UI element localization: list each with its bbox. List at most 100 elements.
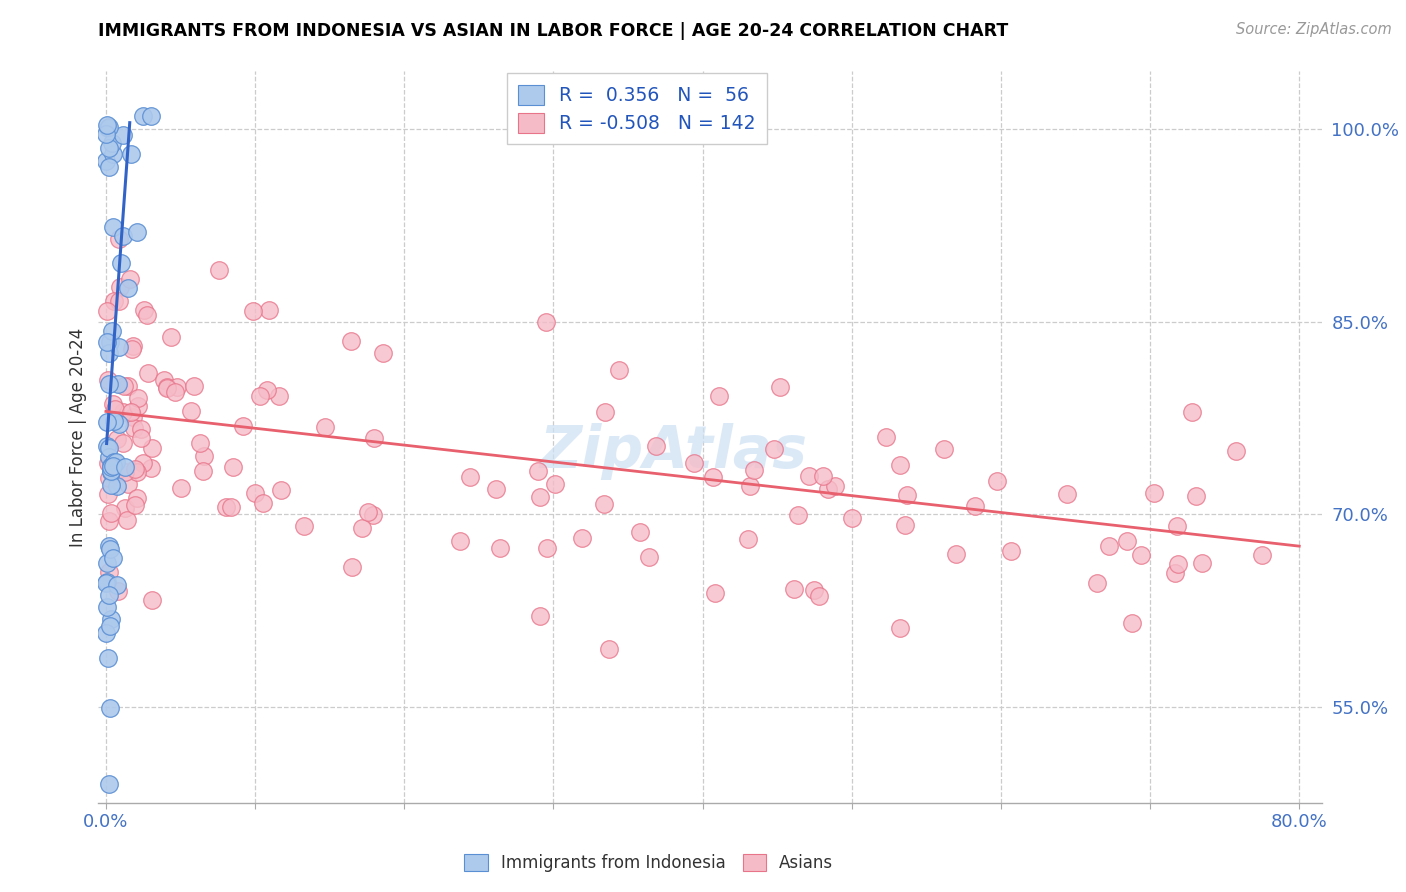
Point [121, 409, 143, 424]
Point [824, 479, 846, 493]
Point [458, 470, 481, 484]
Point [111, 436, 134, 450]
Point [100, 612, 122, 626]
Point [120, 147, 142, 161]
Point [96, 600, 118, 615]
Point [114, 465, 136, 479]
Point [1185, 489, 1208, 503]
Point [1129, 548, 1152, 562]
Point [96, 415, 118, 429]
Point [139, 109, 162, 123]
Point [270, 483, 292, 498]
Point [1121, 615, 1143, 630]
Point [166, 380, 188, 394]
Point [129, 422, 152, 436]
Point [101, 324, 124, 338]
Point [121, 342, 143, 356]
Point [811, 469, 834, 483]
Point [1251, 548, 1274, 562]
Point [96, 127, 118, 141]
Point [129, 432, 152, 446]
Point [134, 302, 156, 317]
Point [1056, 487, 1078, 501]
Point [1115, 534, 1137, 549]
Point [114, 459, 136, 474]
Point [160, 330, 183, 344]
Point [100, 459, 122, 474]
Point [115, 513, 138, 527]
Point [221, 500, 243, 514]
Point [1000, 543, 1022, 558]
Point [340, 334, 363, 348]
Point [112, 405, 135, 419]
Point [489, 541, 512, 556]
Point [803, 583, 825, 598]
Point [571, 532, 593, 546]
Point [527, 464, 550, 478]
Point [101, 397, 124, 411]
Point [98, 565, 121, 579]
Point [707, 389, 730, 403]
Point [702, 469, 724, 483]
Point [156, 381, 179, 395]
Point [96, 153, 118, 168]
Point [945, 547, 967, 561]
Point [101, 220, 124, 235]
Text: Source: ZipAtlas.com: Source: ZipAtlas.com [1236, 22, 1392, 37]
Point [350, 521, 373, 535]
Point [163, 385, 186, 400]
Point [97, 373, 120, 387]
Point [103, 458, 125, 473]
Point [817, 482, 839, 496]
Point [1085, 576, 1108, 591]
Point [529, 609, 551, 624]
Point [97, 376, 120, 391]
Point [105, 578, 128, 592]
Point [153, 373, 176, 387]
Point [97, 514, 120, 528]
Point [1167, 557, 1189, 571]
Point [100, 457, 122, 471]
Point [783, 582, 806, 596]
Point [340, 559, 363, 574]
Point [1164, 566, 1187, 581]
Point [139, 461, 162, 475]
Point [124, 499, 146, 513]
Point [249, 389, 271, 403]
Point [111, 128, 134, 142]
Point [103, 293, 125, 308]
Point [103, 413, 125, 427]
Point [193, 449, 215, 463]
Point [363, 431, 385, 445]
Point [141, 593, 163, 607]
Point [243, 485, 266, 500]
Point [97, 345, 120, 359]
Point [127, 399, 149, 413]
Point [894, 517, 917, 532]
Point [117, 378, 139, 392]
Point [107, 340, 129, 354]
Point [104, 402, 127, 417]
Point [117, 476, 139, 491]
Point [94, 576, 117, 591]
Point [183, 378, 205, 392]
Point [1191, 556, 1213, 570]
Point [108, 232, 131, 246]
Point [96, 439, 118, 453]
Point [98, 450, 121, 465]
Point [98, 141, 121, 155]
Point [896, 488, 918, 502]
Point [598, 642, 620, 657]
Point [534, 315, 557, 329]
Point [738, 479, 761, 493]
Point [242, 304, 264, 318]
Point [215, 500, 238, 514]
Point [207, 263, 229, 277]
Point [97, 589, 120, 603]
Point [485, 482, 508, 496]
Point [1166, 518, 1188, 533]
Point [124, 462, 146, 476]
Point [122, 421, 145, 435]
Point [252, 496, 274, 510]
Point [112, 378, 135, 392]
